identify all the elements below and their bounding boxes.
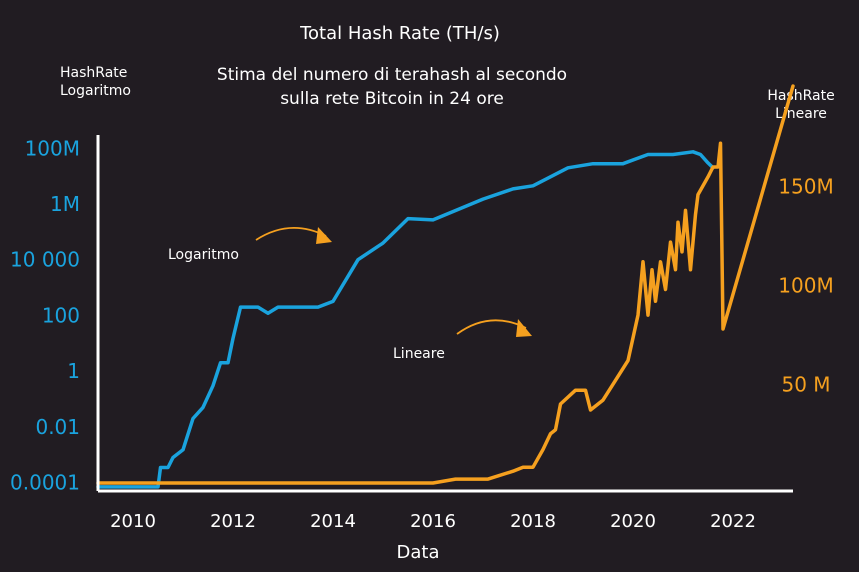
right-axis-label-line-1: HashRate [767,88,834,104]
x-tick-label: 2020 [610,511,656,532]
chart-subtitle-line-2: sulla rete Bitcoin in 24 ore [280,89,504,109]
right-axis-ticks: 50 M 100M 150M [778,175,833,397]
annotation-linear-label: Lineare [393,346,445,362]
x-tick-label: 2022 [710,511,756,532]
left-tick-label: 100M [25,136,80,160]
x-tick-label: 2014 [310,511,356,532]
series-line-linear [96,84,795,485]
x-tick-label: 2016 [410,511,456,532]
left-tick-label: 0.0001 [10,471,80,495]
series-line-log [96,150,715,489]
x-axis-ticks: 2010 2012 2014 2016 2018 2020 2022 [110,511,756,532]
right-axis-label-line-2: Lineare [775,106,827,122]
left-axis-ticks: 0.0001 0.01 1 100 10 000 1M 100M [10,136,80,494]
annotation-linear-arrow [456,319,527,335]
x-tick-label: 2018 [510,511,556,532]
annotation-log-label: Logaritmo [168,247,239,263]
x-axis-title: Data [397,542,440,563]
x-tick-label: 2010 [110,511,156,532]
left-tick-label: 1 [67,359,80,383]
right-tick-label: 100M [778,274,833,298]
left-tick-label: 0.01 [35,415,80,439]
x-tick-label: 2012 [210,511,256,532]
left-axis-label-line-1: HashRate [60,65,127,81]
annotation-linear-arrowhead [516,319,532,337]
left-tick-label: 1M [50,192,80,216]
chart-subtitle-line-1: Stima del numero di terahash al secondo [217,65,567,85]
left-tick-label: 100 [42,303,80,327]
left-axis-label-line-2: Logaritmo [60,83,131,99]
left-tick-label: 10 000 [10,248,80,272]
right-tick-label: 150M [778,175,833,199]
series-layer [96,84,795,489]
chart-title: Total Hash Rate (TH/s) [299,23,500,44]
right-tick-label: 50 M [781,372,830,396]
annotation-log-arrow [255,227,327,241]
annotation-log-arrowhead [316,227,332,244]
